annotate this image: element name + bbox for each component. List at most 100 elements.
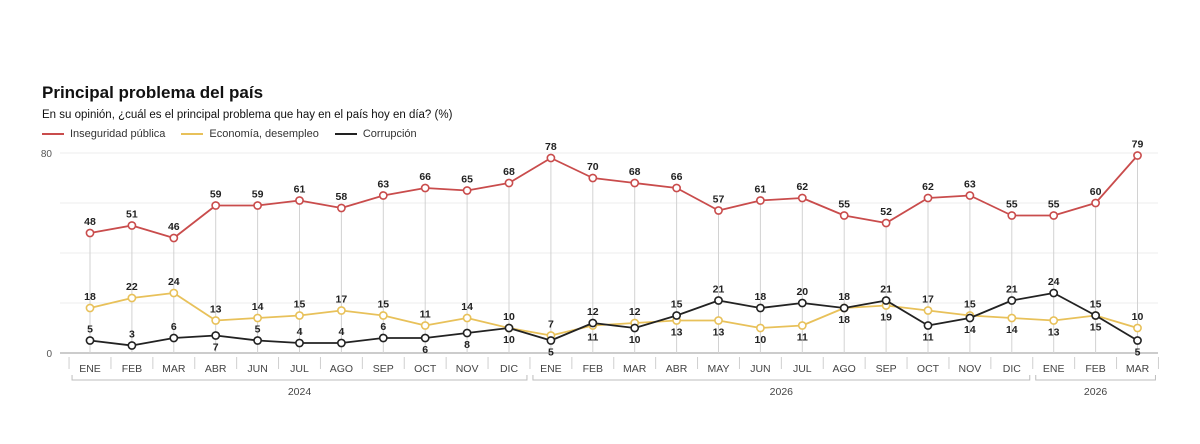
y-tick-label-min: 0 xyxy=(46,349,52,360)
data-label: 17 xyxy=(922,294,934,306)
x-tick-label: SEP xyxy=(373,363,394,375)
data-point xyxy=(714,296,723,305)
data-point xyxy=(420,333,430,343)
data-label: 14 xyxy=(964,324,976,336)
data-label: 66 xyxy=(671,171,683,183)
x-tick-label: ABR xyxy=(205,363,227,375)
x-tick-label: NOV xyxy=(959,363,982,375)
x-tick-label: NOV xyxy=(456,363,479,375)
data-point xyxy=(127,341,137,350)
data-point xyxy=(923,321,933,330)
data-point xyxy=(378,333,388,343)
data-label: 5 xyxy=(255,324,261,336)
data-label: 6 xyxy=(380,321,386,333)
legend-label-corrupcion: Corrupción xyxy=(362,128,417,140)
legend-item-economia: Economía, desempleo xyxy=(181,128,319,140)
data-label: 62 xyxy=(922,181,934,193)
series-line-2 xyxy=(89,292,1138,347)
x-tick-label: MAR xyxy=(162,363,186,375)
chart-title: Principal problema del país xyxy=(42,83,264,102)
data-point xyxy=(756,303,765,313)
data-label: 11 xyxy=(587,332,598,344)
data-point xyxy=(588,173,598,183)
data-label: 5 xyxy=(87,324,93,336)
data-point xyxy=(127,293,137,303)
data-label: 59 xyxy=(210,189,222,201)
x-tick-label: ENE xyxy=(540,363,562,375)
data-point xyxy=(462,186,472,195)
data-point xyxy=(1049,211,1059,220)
data-label: 18 xyxy=(84,291,96,303)
data-point xyxy=(1049,316,1059,325)
data-point xyxy=(630,178,640,188)
data-label: 11 xyxy=(922,332,933,344)
data-label: 59 xyxy=(252,189,264,201)
data-point xyxy=(378,311,388,320)
data-point xyxy=(378,191,388,200)
data-label: 52 xyxy=(880,206,892,218)
data-point xyxy=(85,303,95,313)
data-label: 5 xyxy=(1135,347,1141,359)
data-label: 22 xyxy=(126,281,138,293)
data-point xyxy=(211,331,221,340)
data-point xyxy=(253,313,262,323)
data-label: 65 xyxy=(461,174,473,186)
data-label: 60 xyxy=(1090,186,1102,198)
data-point xyxy=(630,323,640,333)
data-point xyxy=(504,323,514,333)
data-label: 19 xyxy=(880,312,892,324)
year-label: 2026 xyxy=(770,386,794,398)
data-point xyxy=(1007,296,1017,305)
x-tick-label: DIC xyxy=(1003,363,1022,375)
x-tick-label: MAR xyxy=(623,363,647,375)
x-tick-label: AGO xyxy=(330,363,353,375)
data-point xyxy=(253,336,262,345)
x-tick-label: JUN xyxy=(247,363,267,375)
y-tick-label-max: 80 xyxy=(41,149,53,160)
data-label: 20 xyxy=(796,286,808,298)
data-label: 10 xyxy=(1132,311,1144,323)
x-tick-label: FEB xyxy=(1085,363,1105,375)
data-point xyxy=(923,193,933,203)
series-line-0 xyxy=(89,154,1139,239)
data-label: 6 xyxy=(171,321,177,333)
year-bracket xyxy=(532,375,1031,381)
data-label: 13 xyxy=(210,304,222,316)
data-label: 57 xyxy=(713,194,725,206)
data-point xyxy=(923,306,933,315)
year-label: 2024 xyxy=(288,386,312,398)
data-label: 15 xyxy=(1090,322,1102,334)
data-label: 4 xyxy=(338,326,344,338)
data-label: 63 xyxy=(377,179,389,191)
data-label: 79 xyxy=(1132,139,1144,151)
data-label: 21 xyxy=(713,284,725,296)
data-label: 18 xyxy=(755,291,767,303)
data-point xyxy=(546,153,556,163)
data-point xyxy=(420,183,430,193)
data-point xyxy=(881,296,891,305)
data-label: 61 xyxy=(294,184,306,196)
data-label: 66 xyxy=(419,171,431,183)
x-tick-label: DIC xyxy=(500,363,519,375)
data-label: 58 xyxy=(336,191,348,203)
x-tick-label: JUL xyxy=(290,363,309,375)
data-label: 61 xyxy=(755,184,767,196)
data-label: 11 xyxy=(420,309,431,321)
data-point xyxy=(336,306,346,315)
legend-item-inseguridad: Inseguridad pública xyxy=(42,128,165,140)
data-point xyxy=(127,221,137,230)
data-point xyxy=(1007,313,1017,323)
data-label: 10 xyxy=(629,334,641,346)
x-tick-label: AGO xyxy=(833,363,856,375)
data-label: 51 xyxy=(126,209,138,221)
data-point xyxy=(1091,311,1100,320)
data-point xyxy=(1007,211,1017,220)
year-bracket xyxy=(1035,375,1156,381)
data-label: 46 xyxy=(168,221,180,233)
data-point xyxy=(211,316,221,325)
data-label: 15 xyxy=(671,299,683,311)
data-label: 15 xyxy=(964,299,976,311)
data-point xyxy=(714,316,723,325)
data-label: 17 xyxy=(336,294,348,306)
data-label: 15 xyxy=(377,299,389,311)
